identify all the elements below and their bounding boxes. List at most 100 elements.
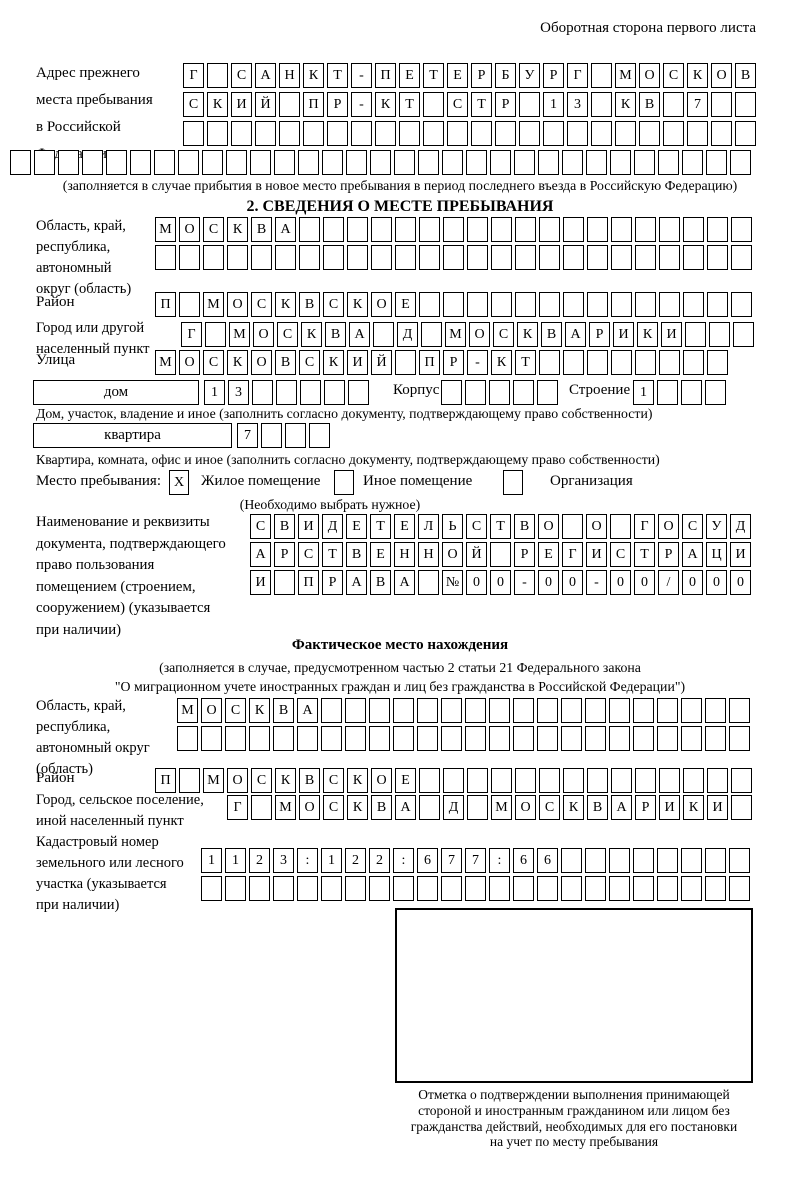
char-box[interactable] bbox=[585, 848, 606, 873]
char-box[interactable]: С bbox=[493, 322, 514, 347]
char-box[interactable]: К bbox=[207, 92, 228, 117]
char-box[interactable] bbox=[443, 768, 464, 793]
char-box[interactable]: Р bbox=[322, 570, 343, 595]
char-box[interactable] bbox=[465, 380, 486, 405]
char-box[interactable] bbox=[489, 726, 510, 751]
char-box[interactable] bbox=[705, 380, 726, 405]
char-box[interactable] bbox=[285, 423, 306, 448]
char-box[interactable] bbox=[659, 350, 680, 375]
char-box[interactable]: Р bbox=[635, 795, 656, 820]
char-box[interactable] bbox=[418, 570, 439, 595]
char-box[interactable] bbox=[202, 150, 223, 175]
char-box[interactable]: О bbox=[227, 768, 248, 793]
char-box[interactable] bbox=[515, 217, 536, 242]
char-box[interactable] bbox=[321, 726, 342, 751]
char-box[interactable]: П bbox=[419, 350, 440, 375]
char-box[interactable] bbox=[303, 121, 324, 146]
char-box[interactable]: 0 bbox=[538, 570, 559, 595]
char-box[interactable] bbox=[561, 726, 582, 751]
char-box[interactable] bbox=[225, 876, 246, 901]
char-box[interactable] bbox=[539, 292, 560, 317]
char-box[interactable] bbox=[300, 380, 321, 405]
char-box[interactable]: И bbox=[730, 542, 751, 567]
char-box[interactable]: Н bbox=[279, 63, 300, 88]
char-box[interactable] bbox=[467, 217, 488, 242]
char-box[interactable]: И bbox=[298, 514, 319, 539]
char-box[interactable] bbox=[705, 876, 726, 901]
char-box[interactable] bbox=[279, 121, 300, 146]
char-box[interactable]: С bbox=[466, 514, 487, 539]
char-box[interactable]: Е bbox=[395, 768, 416, 793]
char-box[interactable] bbox=[683, 245, 704, 270]
char-box[interactable] bbox=[711, 92, 732, 117]
char-box[interactable] bbox=[611, 292, 632, 317]
char-box[interactable] bbox=[633, 876, 654, 901]
char-box[interactable]: С bbox=[250, 514, 271, 539]
char-box[interactable]: Д bbox=[397, 322, 418, 347]
char-box[interactable] bbox=[587, 292, 608, 317]
char-box[interactable]: Т bbox=[515, 350, 536, 375]
char-box[interactable] bbox=[635, 245, 656, 270]
char-box[interactable] bbox=[634, 150, 655, 175]
char-box[interactable]: Е bbox=[346, 514, 367, 539]
char-box[interactable]: А bbox=[682, 542, 703, 567]
char-box[interactable] bbox=[681, 726, 702, 751]
char-box[interactable] bbox=[729, 698, 750, 723]
char-box[interactable] bbox=[275, 245, 296, 270]
char-box[interactable]: - bbox=[586, 570, 607, 595]
char-box[interactable]: / bbox=[658, 570, 679, 595]
char-box[interactable]: О bbox=[251, 350, 272, 375]
char-box[interactable] bbox=[657, 698, 678, 723]
char-box[interactable]: С bbox=[610, 542, 631, 567]
char-box[interactable] bbox=[489, 698, 510, 723]
char-box[interactable]: М bbox=[177, 698, 198, 723]
char-box[interactable] bbox=[231, 121, 252, 146]
char-box[interactable] bbox=[683, 292, 704, 317]
char-box[interactable] bbox=[707, 292, 728, 317]
char-box[interactable]: К bbox=[491, 350, 512, 375]
char-box[interactable] bbox=[687, 121, 708, 146]
char-box[interactable] bbox=[685, 322, 706, 347]
char-box[interactable]: 7 bbox=[441, 848, 462, 873]
char-box[interactable] bbox=[663, 121, 684, 146]
char-box[interactable] bbox=[591, 92, 612, 117]
char-box[interactable]: О bbox=[515, 795, 536, 820]
char-box[interactable]: С bbox=[323, 292, 344, 317]
char-box[interactable]: В bbox=[251, 217, 272, 242]
char-box[interactable]: О bbox=[227, 292, 248, 317]
char-box[interactable] bbox=[611, 217, 632, 242]
char-box[interactable] bbox=[615, 121, 636, 146]
char-box[interactable] bbox=[467, 292, 488, 317]
char-box[interactable] bbox=[467, 245, 488, 270]
char-box[interactable] bbox=[467, 795, 488, 820]
char-box[interactable]: И bbox=[586, 542, 607, 567]
char-box[interactable] bbox=[563, 217, 584, 242]
char-box[interactable] bbox=[561, 848, 582, 873]
char-box[interactable]: К bbox=[563, 795, 584, 820]
char-box[interactable] bbox=[273, 726, 294, 751]
char-box[interactable] bbox=[730, 150, 751, 175]
char-box[interactable]: К bbox=[517, 322, 538, 347]
char-box[interactable]: 6 bbox=[417, 848, 438, 873]
char-box[interactable] bbox=[731, 795, 752, 820]
char-box[interactable]: Н bbox=[394, 542, 415, 567]
char-box[interactable]: О bbox=[201, 698, 222, 723]
char-box[interactable] bbox=[327, 121, 348, 146]
char-box[interactable] bbox=[585, 698, 606, 723]
char-box[interactable] bbox=[706, 150, 727, 175]
char-box[interactable] bbox=[443, 245, 464, 270]
char-box[interactable]: Г bbox=[567, 63, 588, 88]
char-box[interactable]: Р bbox=[589, 322, 610, 347]
char-box[interactable] bbox=[261, 423, 282, 448]
char-box[interactable]: 7 bbox=[687, 92, 708, 117]
char-box[interactable]: И bbox=[250, 570, 271, 595]
char-box[interactable] bbox=[519, 121, 540, 146]
char-box[interactable] bbox=[538, 150, 559, 175]
char-box[interactable]: Т bbox=[423, 63, 444, 88]
char-box[interactable]: У bbox=[706, 514, 727, 539]
char-box[interactable] bbox=[205, 322, 226, 347]
char-box[interactable] bbox=[711, 121, 732, 146]
char-box[interactable] bbox=[369, 698, 390, 723]
char-box[interactable] bbox=[249, 876, 270, 901]
char-box[interactable] bbox=[585, 876, 606, 901]
